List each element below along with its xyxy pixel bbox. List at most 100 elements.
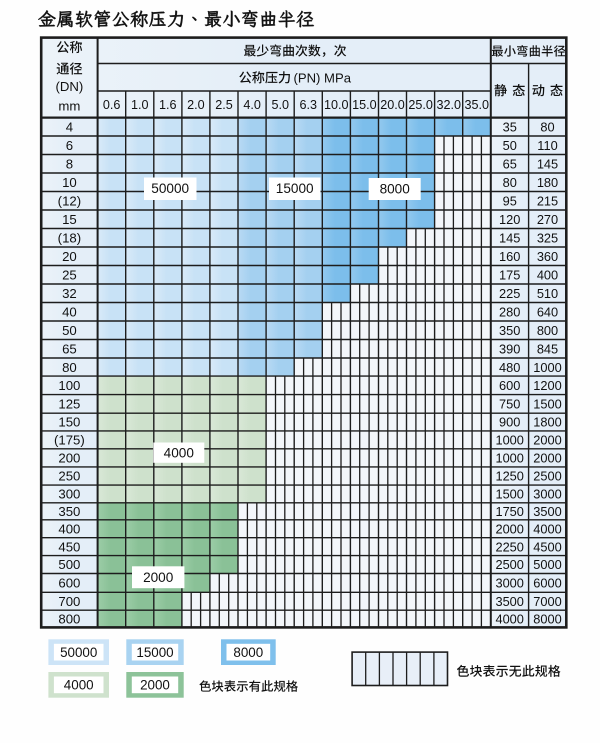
- svg-text:510: 510: [537, 286, 558, 301]
- svg-text:20: 20: [62, 249, 77, 264]
- svg-text:1000: 1000: [533, 360, 561, 375]
- svg-text:2000: 2000: [533, 433, 561, 448]
- svg-text:2000: 2000: [140, 678, 170, 693]
- svg-text:4000: 4000: [64, 678, 94, 693]
- svg-text:50000: 50000: [60, 645, 97, 660]
- svg-text:25.0: 25.0: [408, 98, 433, 112]
- svg-text:2.0: 2.0: [187, 98, 205, 112]
- svg-text:(PN) MPa: (PN) MPa: [294, 70, 352, 85]
- svg-text:450: 450: [58, 539, 80, 554]
- svg-text:32.0: 32.0: [436, 98, 461, 112]
- svg-text:2000: 2000: [533, 451, 561, 466]
- svg-text:600: 600: [58, 576, 80, 591]
- svg-text:200: 200: [58, 451, 80, 466]
- svg-text:800: 800: [58, 612, 80, 627]
- svg-text:500: 500: [58, 557, 80, 572]
- svg-text:15000: 15000: [136, 645, 173, 660]
- svg-text:1800: 1800: [533, 415, 561, 430]
- svg-text:50: 50: [62, 323, 77, 338]
- svg-text:175: 175: [499, 267, 520, 282]
- svg-text:1500: 1500: [495, 487, 523, 502]
- svg-text:7000: 7000: [533, 594, 561, 609]
- svg-text:25: 25: [62, 267, 77, 282]
- svg-text:3500: 3500: [533, 504, 561, 519]
- svg-text:1000: 1000: [495, 433, 523, 448]
- svg-text:35: 35: [503, 120, 517, 135]
- svg-text:50: 50: [503, 138, 517, 153]
- svg-text:15000: 15000: [276, 181, 314, 196]
- svg-text:1.6: 1.6: [159, 98, 177, 112]
- svg-text:1000: 1000: [495, 451, 523, 466]
- svg-text:2500: 2500: [495, 557, 523, 572]
- svg-text:1.0: 1.0: [131, 98, 149, 112]
- svg-text:15: 15: [62, 212, 77, 227]
- svg-text:50000: 50000: [151, 181, 189, 196]
- svg-text:215: 215: [537, 193, 558, 208]
- svg-text:35.0: 35.0: [465, 98, 490, 112]
- svg-text:80: 80: [503, 175, 517, 190]
- svg-text:10: 10: [62, 175, 77, 190]
- svg-text:0.6: 0.6: [103, 98, 121, 112]
- svg-text:350: 350: [499, 323, 520, 338]
- svg-text:1750: 1750: [495, 504, 523, 519]
- svg-text:125: 125: [58, 397, 80, 412]
- svg-text:(175): (175): [54, 433, 85, 448]
- svg-text:3000: 3000: [495, 576, 523, 591]
- svg-text:6000: 6000: [533, 576, 561, 591]
- svg-text:225: 225: [499, 286, 520, 301]
- svg-text:700: 700: [58, 594, 80, 609]
- svg-text:750: 750: [499, 397, 520, 412]
- svg-text:390: 390: [499, 341, 520, 356]
- svg-text:2000: 2000: [495, 522, 523, 537]
- svg-text:mm: mm: [58, 99, 80, 114]
- svg-text:10.0: 10.0: [324, 98, 349, 112]
- svg-text:5.0: 5.0: [271, 98, 289, 112]
- svg-text:145: 145: [499, 230, 520, 245]
- svg-text:1200: 1200: [533, 378, 561, 393]
- svg-text:(18): (18): [58, 230, 81, 245]
- svg-text:4500: 4500: [533, 539, 561, 554]
- svg-text:65: 65: [503, 156, 517, 171]
- svg-text:8: 8: [66, 156, 73, 171]
- svg-text:(12): (12): [58, 193, 81, 208]
- svg-text:400: 400: [537, 267, 558, 282]
- svg-text:15.0: 15.0: [352, 98, 377, 112]
- svg-text:100: 100: [58, 378, 80, 393]
- svg-text:480: 480: [499, 360, 520, 375]
- svg-text:4: 4: [66, 120, 73, 135]
- svg-text:400: 400: [58, 522, 80, 537]
- svg-text:325: 325: [537, 230, 558, 245]
- svg-text:2.5: 2.5: [215, 98, 233, 112]
- svg-text:8000: 8000: [233, 645, 263, 660]
- svg-text:180: 180: [537, 175, 558, 190]
- svg-text:40: 40: [62, 304, 77, 319]
- svg-text:150: 150: [58, 415, 80, 430]
- svg-text:4000: 4000: [164, 446, 195, 461]
- svg-text:250: 250: [58, 469, 80, 484]
- svg-text:65: 65: [62, 341, 77, 356]
- svg-text:4000: 4000: [495, 612, 523, 627]
- svg-text:4.0: 4.0: [243, 98, 261, 112]
- svg-text:160: 160: [499, 249, 520, 264]
- svg-text:360: 360: [537, 249, 558, 264]
- svg-text:1250: 1250: [495, 469, 523, 484]
- svg-text:145: 145: [537, 156, 558, 171]
- svg-text:3000: 3000: [533, 487, 561, 502]
- svg-text:280: 280: [499, 304, 520, 319]
- svg-text:600: 600: [499, 378, 520, 393]
- svg-text:32: 32: [62, 286, 77, 301]
- svg-text:2250: 2250: [495, 539, 523, 554]
- svg-text:1500: 1500: [533, 397, 561, 412]
- svg-text:2500: 2500: [533, 469, 561, 484]
- svg-text:8000: 8000: [533, 612, 561, 627]
- svg-text:300: 300: [58, 487, 80, 502]
- svg-text:3500: 3500: [495, 594, 523, 609]
- svg-text:80: 80: [62, 360, 77, 375]
- svg-text:80: 80: [540, 120, 554, 135]
- svg-text:900: 900: [499, 415, 520, 430]
- svg-text:(DN): (DN): [55, 79, 83, 94]
- svg-text:4000: 4000: [533, 522, 561, 537]
- svg-text:5000: 5000: [533, 557, 561, 572]
- svg-text:120: 120: [499, 212, 520, 227]
- svg-text:350: 350: [58, 504, 80, 519]
